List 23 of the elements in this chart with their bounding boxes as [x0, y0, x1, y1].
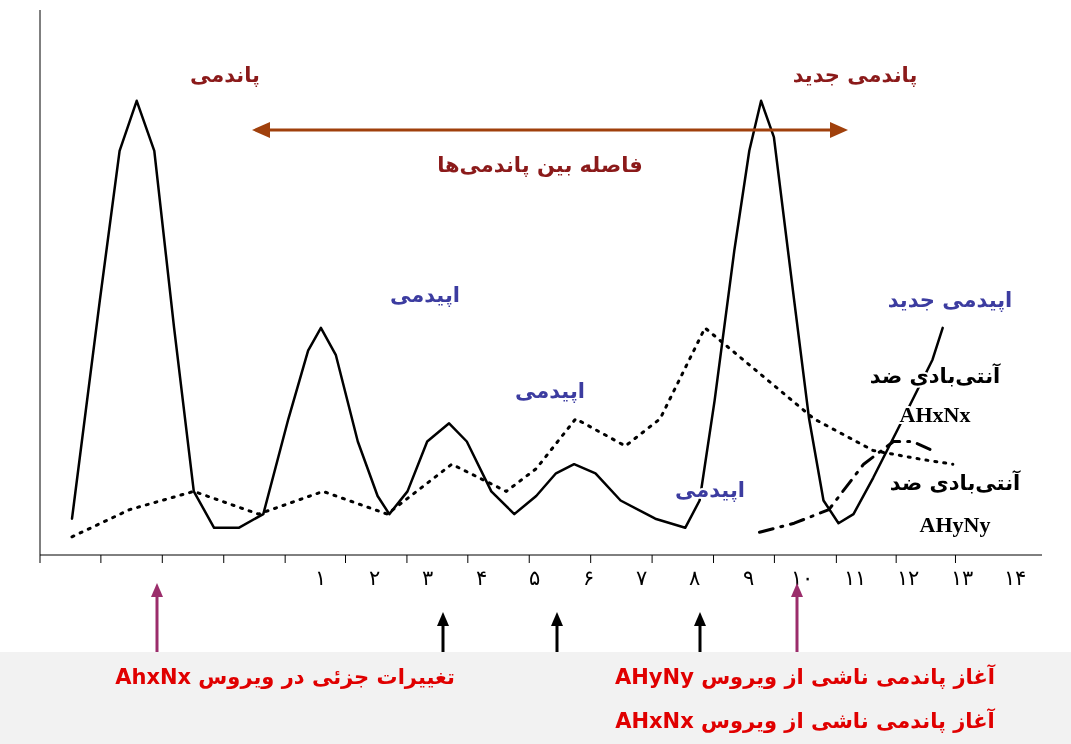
x-tick-label: ۶ — [582, 566, 594, 590]
text: تغییرات جزئی در ویروس AhxNx — [115, 665, 455, 689]
annotation: فاصله بین پاندمی‌ها — [437, 153, 643, 177]
text: پاندمی جدید — [792, 63, 918, 87]
x-tick-label: ۷ — [635, 566, 647, 590]
text: پاندمی — [189, 63, 261, 87]
x-tick-label: ۱۲ — [897, 566, 920, 590]
x-tick-label: ۴ — [475, 566, 487, 590]
x-tick-label: ۱۱ — [844, 566, 867, 590]
text: آغاز پاندمی ناشی از ویروس AHxNx — [615, 708, 996, 733]
x-tick-label: ۸ — [689, 566, 701, 590]
x-tick-label: ۱۴ — [1004, 566, 1027, 590]
x-tick-label: ۲ — [368, 566, 380, 590]
text: آغاز پاندمی ناشی از ویروس AHyNy — [615, 664, 996, 689]
annotation: اپیدمی جدید — [887, 288, 1013, 312]
x-tick-label: ۱ — [315, 566, 327, 590]
annotation: اپیدمی — [514, 379, 586, 403]
x-tick-label: ۹ — [742, 566, 754, 590]
x-tick-label: ۱۰ — [790, 566, 813, 590]
x-tick-label: ۳ — [422, 566, 434, 590]
x-tick-label: ۱۳ — [950, 566, 973, 590]
x-tick-label: ۵ — [529, 566, 541, 590]
annotation: اپیدمی — [389, 283, 461, 307]
